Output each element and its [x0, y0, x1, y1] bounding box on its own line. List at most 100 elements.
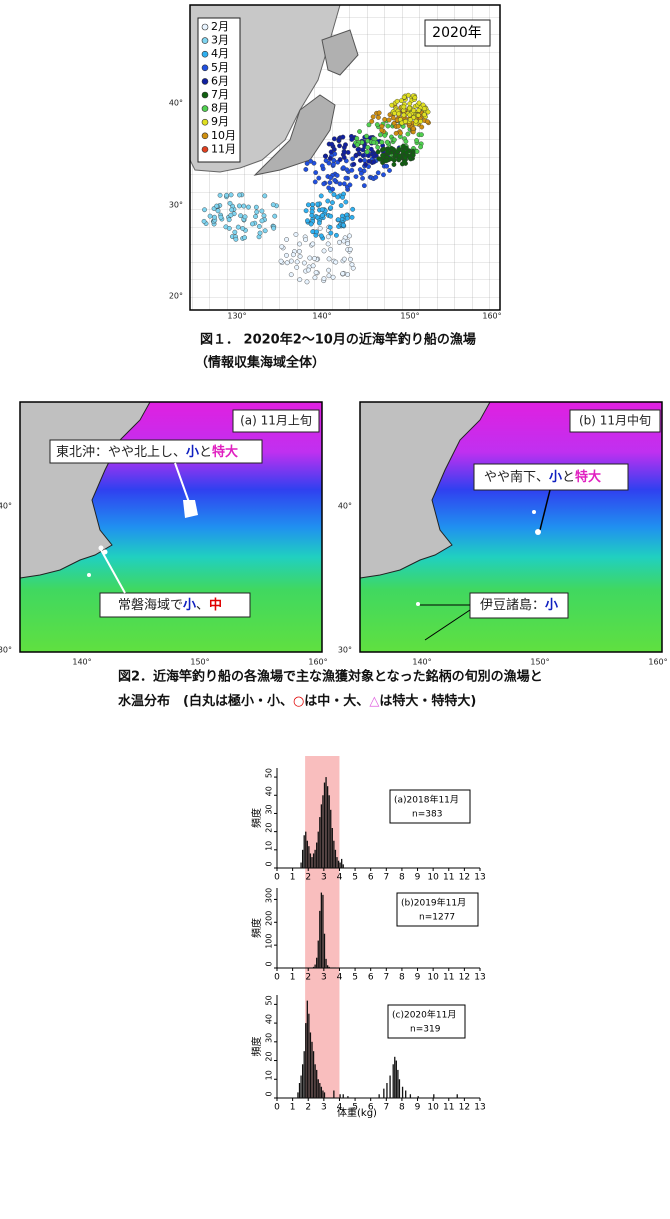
map-dot	[327, 180, 333, 186]
map-dot	[396, 146, 402, 152]
legend-marker	[201, 50, 209, 58]
map-dot	[344, 215, 350, 221]
bar	[320, 1086, 323, 1098]
bar	[305, 831, 307, 868]
map-dot	[337, 239, 342, 245]
map-dot	[325, 198, 331, 204]
x-tick-label: 8	[399, 973, 405, 983]
map-dot	[229, 207, 235, 213]
x-tick-label: 11	[443, 973, 454, 983]
map-dot	[341, 155, 347, 160]
map-dot	[364, 149, 370, 155]
legend-label: 7月	[211, 88, 229, 101]
map-dot	[362, 158, 367, 163]
map-dot	[319, 163, 325, 169]
map-dot	[232, 229, 238, 235]
map-dot	[340, 194, 345, 200]
bar	[320, 892, 323, 968]
x-tick-label: 12	[459, 873, 470, 883]
map-dot	[337, 143, 342, 149]
map-dot	[318, 193, 324, 199]
bar	[389, 1075, 391, 1098]
map-dot	[350, 156, 356, 162]
map-dot	[310, 241, 316, 247]
x-tick-label: 7	[383, 1103, 389, 1113]
map-dot	[332, 177, 338, 183]
bar	[314, 964, 316, 968]
map-dot	[366, 122, 372, 128]
x-tick-label: 5	[352, 973, 358, 983]
map-dot	[303, 208, 309, 214]
map-dot	[400, 143, 406, 149]
y-axis-label: 頻度	[250, 808, 263, 828]
bar	[308, 846, 310, 868]
map-dot	[215, 208, 221, 214]
map-dot	[254, 209, 260, 215]
note: やや南下、小と特大	[484, 469, 601, 485]
map-dot	[253, 214, 258, 219]
map-dot	[394, 98, 400, 104]
x-tick-label: 9	[415, 873, 421, 883]
x-tick-label: 4	[337, 973, 343, 983]
note-part: 小	[186, 445, 199, 460]
x-tick-label: 13	[474, 873, 485, 883]
legend-label: 3月	[211, 34, 229, 47]
map-dot	[259, 208, 265, 214]
map-dot	[341, 181, 347, 187]
map-dot	[288, 258, 294, 264]
map-dot	[328, 213, 334, 219]
map-dot	[322, 153, 328, 159]
bar	[323, 1092, 326, 1098]
x-tick-label: 8	[399, 873, 405, 883]
bar	[319, 1083, 321, 1098]
map2a: (a) 11月上旬 東北沖：やや北上し、小と特大 常磐海域で小、中 40° 30…	[0, 401, 328, 667]
map-dot	[314, 229, 319, 235]
map-dot	[341, 149, 347, 155]
map-dot	[337, 181, 343, 187]
map-dot	[349, 262, 355, 267]
bar	[306, 1000, 308, 1098]
x-tick-label: 0	[274, 973, 280, 983]
map-dot	[379, 139, 385, 145]
map-dot	[250, 221, 255, 227]
lon-label: 150°	[530, 658, 549, 667]
map-dot	[407, 117, 413, 123]
map-dot	[375, 149, 381, 155]
bar	[392, 1064, 394, 1098]
map-dot	[363, 162, 368, 167]
bar	[339, 862, 341, 868]
y-tick-label: 200	[265, 911, 274, 926]
map-dot	[386, 117, 392, 123]
bar	[333, 1090, 335, 1098]
lat-label: 20°	[169, 292, 183, 301]
legend-label: 5月	[211, 61, 229, 74]
map-dot	[218, 214, 224, 220]
y-tick-label: 20	[265, 823, 274, 833]
map-dot	[371, 140, 377, 145]
map-dot	[416, 100, 422, 106]
map-dot	[303, 167, 309, 172]
map-dot	[412, 95, 418, 101]
map-dot	[294, 264, 300, 270]
legend-marker	[201, 78, 209, 85]
map-dot	[272, 213, 278, 219]
caption: 水温分布 (白丸は極小・小、○は中・大、△は特大・特特大)	[118, 693, 476, 709]
bar	[316, 1069, 318, 1098]
lat-label: 30°	[169, 201, 183, 210]
map-dot	[317, 226, 323, 231]
map-dot	[401, 112, 407, 118]
map-dot	[416, 112, 421, 118]
bar	[303, 1051, 305, 1098]
map-dot	[340, 271, 346, 277]
panel-n: n=1277	[419, 913, 455, 923]
x-tick-label: 11	[443, 1103, 454, 1113]
map-dot	[307, 255, 313, 261]
map-dot	[331, 192, 337, 197]
map-dot	[405, 131, 411, 137]
map-dot	[301, 260, 307, 266]
map-dot	[338, 203, 344, 208]
map-dot	[305, 218, 310, 224]
map-dot	[335, 217, 341, 223]
x-tick-label: 6	[368, 1103, 374, 1113]
map-dot	[328, 230, 334, 236]
